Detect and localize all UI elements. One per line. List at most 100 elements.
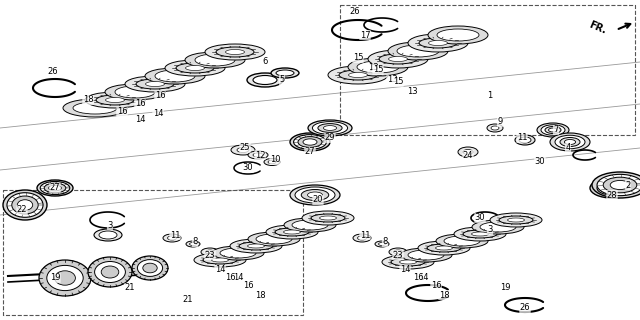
Ellipse shape xyxy=(463,149,473,155)
Text: 2: 2 xyxy=(625,180,630,189)
Ellipse shape xyxy=(508,218,525,222)
Bar xyxy=(340,5,635,135)
Ellipse shape xyxy=(353,234,371,242)
Text: 14: 14 xyxy=(418,274,428,283)
Text: 16: 16 xyxy=(431,282,442,291)
Ellipse shape xyxy=(560,138,580,147)
Ellipse shape xyxy=(201,248,219,256)
Ellipse shape xyxy=(604,177,637,193)
Text: 23: 23 xyxy=(393,251,403,260)
Ellipse shape xyxy=(132,256,168,280)
Ellipse shape xyxy=(348,58,408,76)
Ellipse shape xyxy=(357,61,399,73)
Ellipse shape xyxy=(515,135,535,145)
Ellipse shape xyxy=(136,79,174,89)
Ellipse shape xyxy=(145,68,205,84)
Text: 23: 23 xyxy=(205,251,215,260)
Ellipse shape xyxy=(368,50,428,68)
Text: 30: 30 xyxy=(475,213,485,222)
Text: 3: 3 xyxy=(108,220,113,229)
Text: 5: 5 xyxy=(280,76,285,84)
Ellipse shape xyxy=(143,263,157,273)
Text: 27: 27 xyxy=(305,148,316,156)
Text: 24: 24 xyxy=(463,150,473,159)
Ellipse shape xyxy=(458,147,478,157)
Ellipse shape xyxy=(307,192,323,198)
Ellipse shape xyxy=(472,220,524,234)
Text: 15: 15 xyxy=(372,66,383,75)
Text: 25: 25 xyxy=(240,143,250,153)
Ellipse shape xyxy=(101,266,119,278)
Ellipse shape xyxy=(391,258,425,266)
Text: 21: 21 xyxy=(183,295,193,305)
Text: 1: 1 xyxy=(488,91,493,100)
Ellipse shape xyxy=(298,137,322,148)
Ellipse shape xyxy=(339,70,377,80)
Text: 30: 30 xyxy=(534,157,545,166)
Ellipse shape xyxy=(212,246,264,260)
Text: 6: 6 xyxy=(262,58,268,67)
Ellipse shape xyxy=(271,68,299,78)
Text: 30: 30 xyxy=(243,164,253,172)
Ellipse shape xyxy=(463,230,497,238)
Ellipse shape xyxy=(63,99,127,117)
Text: 15: 15 xyxy=(393,77,403,86)
Text: 16: 16 xyxy=(134,100,145,108)
Ellipse shape xyxy=(394,250,403,254)
Ellipse shape xyxy=(3,190,47,220)
Text: 26: 26 xyxy=(520,303,531,313)
Ellipse shape xyxy=(95,261,125,283)
Ellipse shape xyxy=(205,250,214,254)
Ellipse shape xyxy=(482,229,498,235)
Text: 4: 4 xyxy=(565,143,571,153)
Ellipse shape xyxy=(145,82,164,86)
Ellipse shape xyxy=(230,239,282,253)
Text: 14: 14 xyxy=(153,108,163,117)
Ellipse shape xyxy=(203,256,237,264)
Text: 18: 18 xyxy=(83,95,93,105)
Ellipse shape xyxy=(155,70,195,82)
Ellipse shape xyxy=(94,229,122,241)
Ellipse shape xyxy=(186,241,200,247)
Ellipse shape xyxy=(400,248,452,262)
Ellipse shape xyxy=(545,126,561,133)
Ellipse shape xyxy=(275,228,309,236)
Ellipse shape xyxy=(247,73,283,87)
Text: 19: 19 xyxy=(500,284,510,292)
Ellipse shape xyxy=(349,73,367,77)
Ellipse shape xyxy=(176,63,214,73)
Text: 27: 27 xyxy=(50,183,60,193)
Ellipse shape xyxy=(225,50,244,54)
Ellipse shape xyxy=(472,232,488,236)
Text: 14: 14 xyxy=(400,266,410,275)
Text: 16: 16 xyxy=(155,92,165,100)
Ellipse shape xyxy=(284,218,336,232)
Ellipse shape xyxy=(205,44,265,60)
Ellipse shape xyxy=(7,193,43,217)
Ellipse shape xyxy=(115,86,155,98)
Ellipse shape xyxy=(303,139,317,145)
Ellipse shape xyxy=(550,133,590,151)
Ellipse shape xyxy=(388,57,408,61)
Text: 16: 16 xyxy=(116,108,127,116)
Ellipse shape xyxy=(302,211,354,225)
Ellipse shape xyxy=(47,265,83,291)
Ellipse shape xyxy=(487,124,503,132)
Ellipse shape xyxy=(253,76,277,84)
Ellipse shape xyxy=(301,189,329,201)
Ellipse shape xyxy=(189,243,196,245)
Text: 22: 22 xyxy=(17,205,28,214)
Ellipse shape xyxy=(290,133,330,151)
Ellipse shape xyxy=(537,123,569,137)
Ellipse shape xyxy=(388,42,448,60)
Ellipse shape xyxy=(319,216,337,220)
Ellipse shape xyxy=(40,181,70,195)
Ellipse shape xyxy=(125,76,185,92)
Text: 26: 26 xyxy=(48,68,58,76)
Ellipse shape xyxy=(428,26,488,44)
Ellipse shape xyxy=(328,66,388,84)
Ellipse shape xyxy=(194,253,246,267)
Text: 13: 13 xyxy=(406,87,417,97)
Text: 19: 19 xyxy=(50,274,60,283)
Text: 18: 18 xyxy=(438,291,449,300)
